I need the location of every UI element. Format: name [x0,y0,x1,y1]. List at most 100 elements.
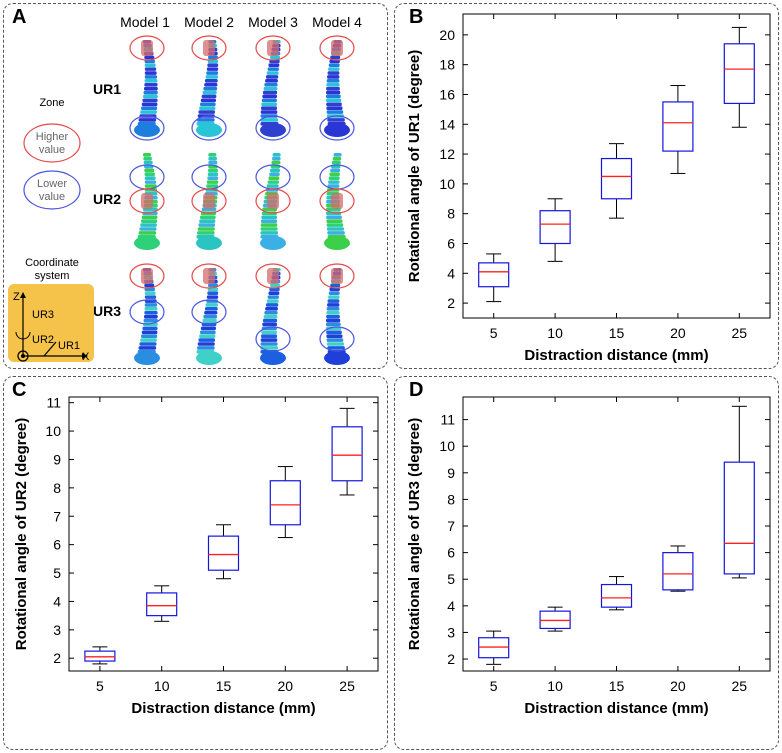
vertebra [260,231,278,235]
higher-zone-ellipse [191,188,227,214]
vertebra [260,110,278,114]
y-tick-label: 7 [53,508,61,524]
lower-zone-ellipse [319,115,355,141]
vertebra [330,55,341,60]
vertebra [141,334,158,338]
vertebra [327,71,340,75]
pelvis [134,236,160,250]
vertebra [201,94,217,99]
box-iqr [539,610,571,630]
vertebra [262,90,278,95]
box-iqr [84,650,116,662]
y-tick-label: 16 [439,86,455,102]
vertebra [144,184,157,188]
zone-title: Zone [39,97,64,109]
vertebra [326,106,343,110]
vertebra [327,118,345,122]
vertebra [139,227,157,231]
x-tick-label: 10 [547,678,563,694]
vertebra [144,310,158,315]
vertebra [260,338,278,342]
y-tick-label: 10 [439,438,455,454]
vertebra [206,180,219,184]
y-tick-label: 6 [447,235,455,251]
box-iqr [478,637,510,659]
vertebra [326,90,341,95]
spine-model-1-ur2 [129,153,165,250]
vertebra [326,110,344,114]
vertebra [199,334,216,338]
vertebra [144,55,155,60]
lower-zone-ellipse [319,326,355,352]
pelvis [324,236,350,250]
vertebra [144,303,158,307]
vertebra [326,227,345,231]
vertebra [208,283,218,288]
vertebra [138,231,157,235]
box-25 [331,407,363,496]
row-label: UR3 [93,303,121,319]
vertebra [326,82,340,87]
vertebra [199,106,216,110]
vertebra [143,94,158,99]
x-tick-label: 20 [278,678,294,694]
vertebra [144,283,155,288]
vertebra [261,330,277,335]
vertebra [261,98,277,103]
x-tick-label: 15 [609,678,625,694]
y-tick-label: 5 [53,565,61,581]
ur1-label: UR1 [58,340,80,352]
ur3-label: UR3 [32,309,54,321]
vertebra [270,168,280,173]
vertebra [260,118,278,122]
model-header: Model 2 [184,14,234,30]
coord-title-1: Coordinate [25,257,79,269]
spine-model-1-ur1 [129,35,165,141]
spine-model-2-ur2 [191,153,227,250]
panel-a: A Model 1 Model 2 Model 3 Model 4 UR1 UR2 UR3 Z… [3,3,388,369]
y-tick-label: 3 [447,624,455,640]
vertebra [144,314,158,319]
vertebra [143,318,158,323]
higher-zone-fill [267,193,279,209]
vertebra [144,75,158,79]
box-iqr [600,157,633,200]
model-header: Model 3 [248,14,298,30]
x-tick-label: 15 [216,678,232,694]
box-iqr [207,535,240,571]
vertebra [144,168,155,173]
vertebra [267,295,279,299]
vertebra [202,318,217,323]
box-20 [662,85,694,174]
y-tick-label: 2 [53,650,61,666]
chart-b: 2 4 6 8 10 12 14 16 18 20 5 10 15 20 25 Distraction dis… [406,13,771,364]
vertebra [270,55,280,60]
chart-c: 2 3 4 5 6 7 8 9 10 11 5 10 15 20 25 Distraction distanc… [13,395,379,717]
higher-zone-ellipse [319,35,355,61]
vertebra [272,156,281,161]
vertebra [260,342,278,346]
coord-box [8,284,94,362]
vertebra [262,322,277,327]
y-tick-label: 4 [447,598,455,614]
vertebra [207,172,219,177]
vertebra [261,102,277,107]
vertebra [327,299,340,303]
y-tick-label: 3 [53,622,61,638]
y-axis-label: Rotational angle of UR3 (degree) [406,418,423,651]
x-tick-label: 25 [732,325,748,341]
y-tick-label: 11 [440,412,455,428]
box-15 [207,524,240,580]
vertebra [328,291,340,296]
vertebra [260,227,278,231]
vertebra [198,110,216,114]
y-tick-label: 6 [447,545,455,561]
row-label: UR1 [93,81,121,97]
vertebra [326,334,343,338]
vertebra [204,82,218,87]
vertebra [331,160,341,165]
vertebra [332,156,342,161]
x-tick-label: 5 [490,325,498,341]
vertebra [265,79,278,83]
lower-zone-ellipse [255,115,291,141]
